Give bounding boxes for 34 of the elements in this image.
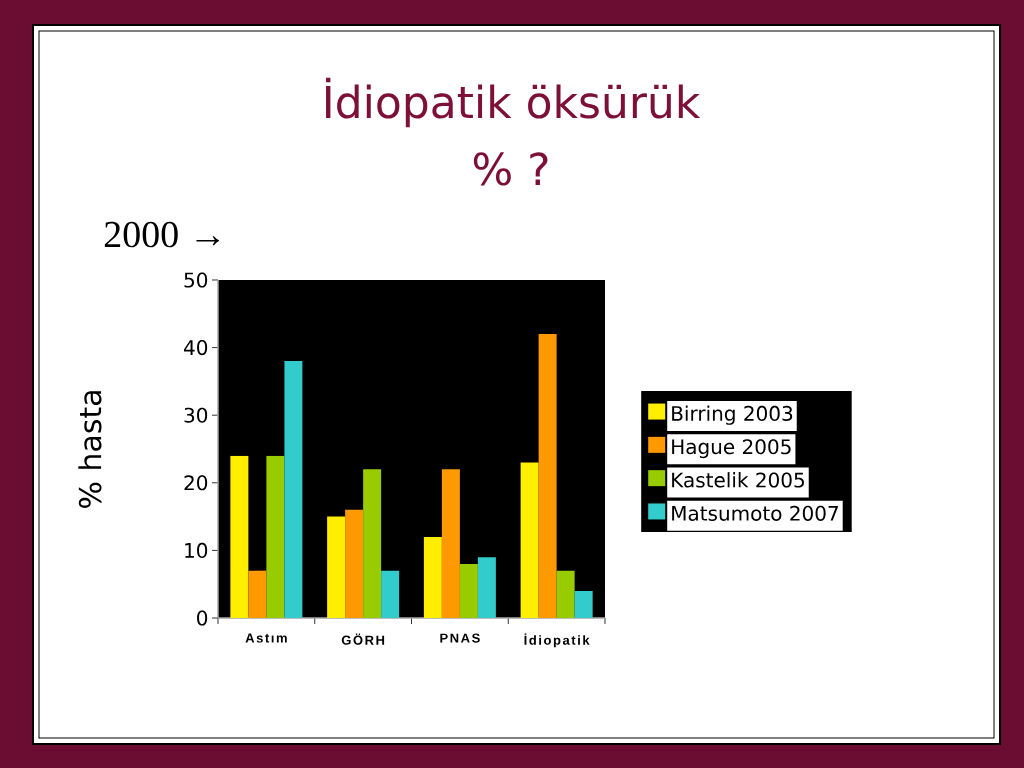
- bar: [266, 455, 285, 618]
- x-tick-label: Astım: [245, 633, 287, 643]
- x-tick-label: GÖRH: [341, 633, 385, 645]
- bar: [538, 334, 557, 618]
- bar: [327, 516, 346, 618]
- x-tick-label: İdiopatik: [524, 633, 590, 648]
- y-tick-label: 10: [185, 542, 208, 558]
- bar: [477, 557, 496, 618]
- bar: [520, 462, 539, 618]
- legend-label: Kastelik 2005: [672, 472, 804, 488]
- y-axis-title: % hasta: [78, 391, 102, 508]
- y-tick-label: 0: [197, 610, 208, 626]
- x-tick-label: PNAS: [440, 633, 480, 643]
- y-tick-label: 50: [184, 272, 208, 288]
- chart-title: İdiopatik öksürük: [326, 77, 701, 128]
- legend-label: Matsumoto 2007: [672, 505, 838, 521]
- bar: [574, 590, 593, 618]
- y-tick-label: 30: [184, 407, 208, 423]
- chart-subtitle: % ?: [473, 152, 548, 186]
- bar: [284, 361, 303, 618]
- legend-label: Birring 2003: [672, 405, 793, 425]
- y-tick-label: 20: [184, 475, 208, 491]
- bar: [459, 563, 478, 618]
- text: 2000 →: [104, 221, 219, 248]
- y-tick-label: 40: [183, 340, 208, 356]
- bar: [230, 455, 249, 618]
- bar: [423, 536, 442, 618]
- bar: [248, 570, 267, 618]
- bar: [363, 469, 382, 618]
- bar: [381, 570, 400, 618]
- bar: [345, 509, 364, 618]
- legend-label: Hague 2005: [672, 439, 791, 459]
- bar: [556, 570, 575, 618]
- bar: [441, 469, 460, 618]
